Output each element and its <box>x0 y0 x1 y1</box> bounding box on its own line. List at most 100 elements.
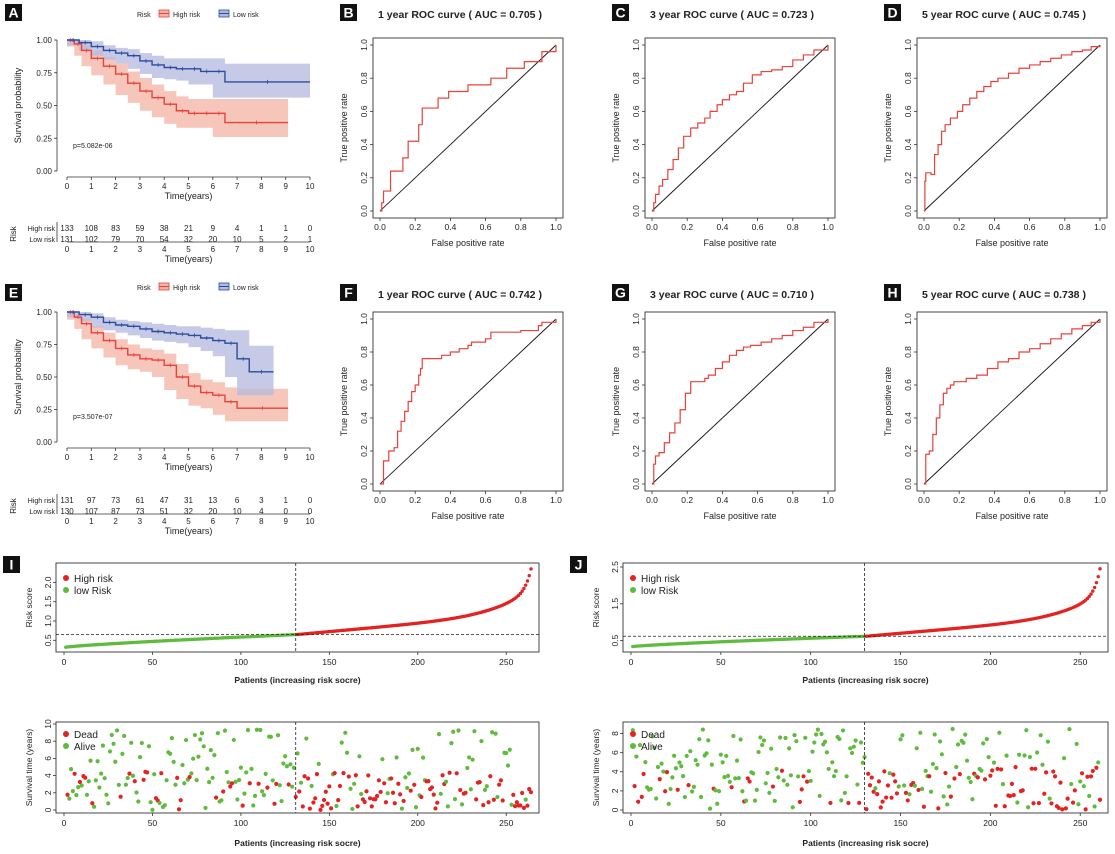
x-tick-label: 0.4 <box>444 222 456 232</box>
survival-point <box>891 772 896 777</box>
y-tick-label: 1.5 <box>610 598 620 610</box>
y-tick-label: 8 <box>43 739 53 744</box>
y-tick-label: 0.0 <box>359 205 369 217</box>
survival-point <box>695 762 700 767</box>
survival-point <box>261 793 266 798</box>
y-tick-label: 0 <box>43 807 53 812</box>
risk-table-cell: 130 <box>60 507 74 516</box>
panel-label-box <box>3 556 20 573</box>
survival-point <box>452 797 458 802</box>
x-tick-label: 3 <box>138 453 143 462</box>
survival-point <box>747 779 752 784</box>
survival-point <box>1090 768 1095 774</box>
survival-point <box>641 771 646 777</box>
survival-point <box>286 782 291 787</box>
risk-point <box>1098 567 1102 571</box>
survival-point <box>819 731 824 737</box>
x-tick-label: 0.0 <box>646 495 658 505</box>
survival-point <box>946 784 952 789</box>
survival-point <box>300 804 305 809</box>
survival-point <box>357 754 362 759</box>
risk-table-cell: 47 <box>160 496 169 505</box>
survival-point <box>882 769 887 774</box>
survival-point <box>720 760 725 765</box>
survival-point <box>145 770 150 775</box>
survival-point <box>212 753 217 758</box>
survival-point <box>918 730 923 735</box>
survival-point <box>1022 753 1027 758</box>
survival-point <box>689 789 695 794</box>
x-tick-label: 10 <box>306 453 315 462</box>
x-tick-label: 0.2 <box>953 222 965 232</box>
survival-point <box>733 776 738 781</box>
risk-table-cell: 1 <box>308 235 313 244</box>
y-tick-label: 1.0 <box>359 39 369 51</box>
survival-point <box>214 795 219 800</box>
survival-point <box>907 792 912 797</box>
survival-point <box>203 805 208 811</box>
y-axis-title: Survival probability <box>13 67 23 143</box>
y-tick-label: 1.0 <box>631 39 641 51</box>
x-axis-title: Patients (increasing risk socre) <box>234 675 360 685</box>
survival-point <box>979 768 984 773</box>
x-tick-label: 0.8 <box>515 222 527 232</box>
survival-point <box>329 806 334 811</box>
survival-point <box>637 743 643 748</box>
survival-point <box>380 757 385 762</box>
risk-table-row-label: Low risk <box>29 237 55 244</box>
y-tick-label: 0 <box>610 807 620 812</box>
survival-point <box>523 797 528 802</box>
survival-point <box>902 783 907 788</box>
survival-point <box>923 768 928 774</box>
survival-point <box>1011 793 1016 798</box>
survival-point <box>1092 804 1097 809</box>
survival-point <box>966 775 971 780</box>
x-tick-label: 100 <box>234 657 248 667</box>
x-tick-label: 200 <box>411 818 425 828</box>
survival-point <box>1043 770 1049 775</box>
y-axis-title: Survival time (years) <box>24 729 34 807</box>
survival-point <box>1078 779 1083 784</box>
survival-point <box>839 798 844 803</box>
survival-point <box>837 736 842 742</box>
risk-table-cell: 0 <box>308 224 313 233</box>
roc-panel-D: 5 year ROC curve ( AUC = 0.745 ) 0.0 0.2 0.… <box>883 9 1108 248</box>
panel-label-text: C <box>615 5 625 21</box>
survival-point <box>382 781 387 786</box>
survival-point <box>162 803 167 808</box>
survival-point <box>1094 765 1099 770</box>
survival-point <box>306 776 311 781</box>
x-tick-label: 9 <box>283 182 288 191</box>
risk-point <box>527 573 531 578</box>
survival-point <box>1026 805 1031 810</box>
survival-point <box>936 806 941 811</box>
survival-point <box>122 733 127 739</box>
survival-point <box>247 781 252 786</box>
y-tick-label: 0.6 <box>903 105 913 117</box>
x-tick-label: 0.6 <box>480 222 492 232</box>
survival-point <box>763 781 768 786</box>
x-tick-label: 1.0 <box>1094 222 1106 232</box>
survival-point <box>822 739 828 744</box>
risk-table-cell: 13 <box>208 496 217 505</box>
survival-point <box>362 799 367 805</box>
x-tick-label: 8 <box>259 453 264 462</box>
panel-label-C: C <box>612 4 629 21</box>
survival-point <box>113 759 118 764</box>
survival-point <box>774 766 779 772</box>
survival-point <box>136 799 141 804</box>
survival-point <box>1056 805 1061 811</box>
x-tick-label: 7 <box>235 453 240 462</box>
survival-point <box>896 784 901 789</box>
survival-point <box>249 766 254 771</box>
survival-point <box>192 732 198 738</box>
panel-label-text: F <box>344 285 353 301</box>
roc-panel-G: 3 year ROC curve ( AUC = 0.710 ) 0.0 0.2 0.… <box>611 289 836 521</box>
survival-point <box>760 742 765 748</box>
survival-point <box>376 778 381 783</box>
survival-point <box>893 779 898 784</box>
risk-table-cell: 87 <box>111 507 120 516</box>
roc-curve <box>652 45 829 212</box>
